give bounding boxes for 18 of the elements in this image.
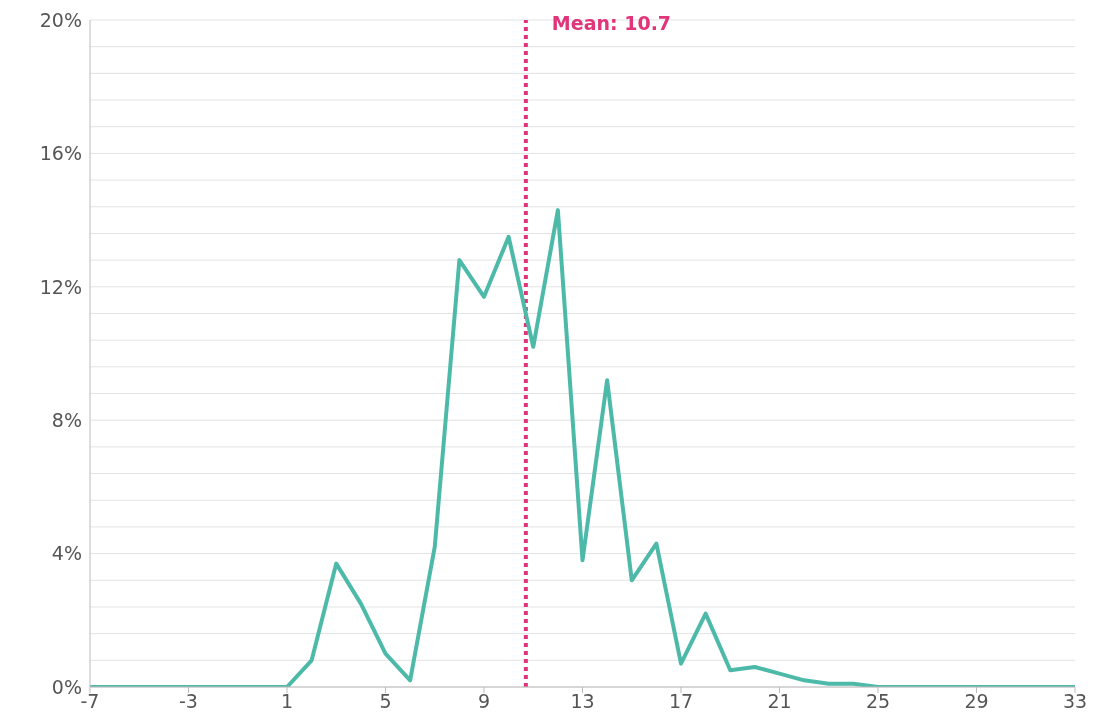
y-tick-label: 4% — [51, 542, 82, 565]
y-tick-label: 0% — [51, 675, 82, 698]
y-tick-label: 16% — [39, 142, 82, 165]
x-tick-label: 1 — [280, 690, 294, 713]
ref-line-label: Mean: 10.7 — [551, 12, 672, 34]
x-tick-label: 13 — [570, 690, 595, 713]
y-tick-label: 12% — [39, 275, 82, 298]
x-tick-label: 17 — [668, 690, 694, 713]
x-tick-label: 5 — [379, 690, 392, 713]
x-tick-label: 9 — [477, 690, 491, 713]
x-tick-label: 21 — [767, 690, 792, 713]
y-tick-label: 20% — [39, 8, 82, 31]
x-tick-label: 33 — [1062, 690, 1088, 713]
x-tick-label: 25 — [865, 690, 891, 713]
x-tick-label: -7 — [80, 690, 100, 713]
x-tick-label: -3 — [179, 690, 198, 713]
y-tick-label: 8% — [51, 408, 82, 431]
x-tick-label: 29 — [964, 690, 989, 713]
